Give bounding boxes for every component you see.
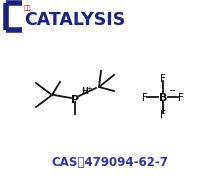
Text: F: F (160, 110, 166, 120)
Text: F: F (178, 93, 184, 103)
Text: CATALYSIS: CATALYSIS (24, 11, 125, 29)
Text: P: P (71, 95, 79, 105)
Text: +: + (86, 86, 92, 92)
Text: B: B (159, 93, 167, 103)
Text: F: F (142, 93, 148, 103)
Text: H: H (81, 87, 88, 96)
Text: F: F (160, 74, 166, 84)
Text: 润宇: 润宇 (24, 5, 31, 11)
Text: CAS：479094-62-7: CAS：479094-62-7 (51, 156, 169, 170)
Text: −: − (168, 87, 175, 96)
